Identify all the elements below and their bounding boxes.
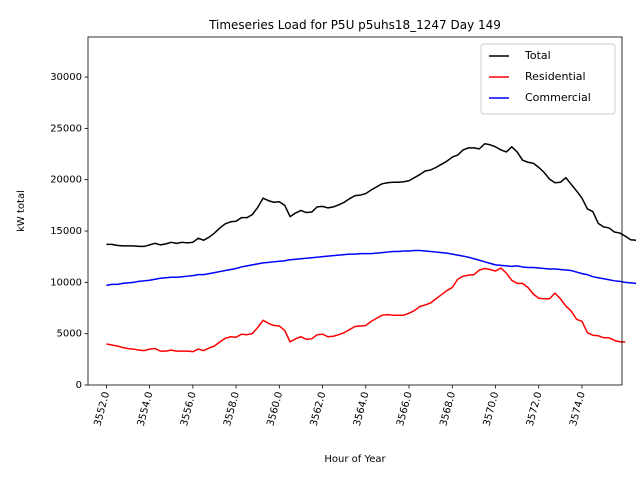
y-tick-label: 5000 [57, 329, 82, 340]
legend-box [480, 43, 616, 115]
series-line-residential [106, 267, 626, 353]
axes-frame [87, 36, 623, 386]
series-line-total [106, 143, 637, 248]
y-tick-label: 10000 [50, 277, 82, 288]
series-line-commercial [106, 249, 637, 287]
y-tick-label: 15000 [50, 226, 82, 237]
y-axis-label: kW total [16, 190, 27, 232]
y-tick-label: 30000 [50, 72, 82, 83]
legend-label-total: Total [524, 49, 551, 62]
legend-label-commercial: Commercial [525, 91, 591, 104]
legend-label-residential: Residential [525, 70, 586, 83]
chart-title: Timeseries Load for P5U p5uhs18_1247 Day… [208, 18, 501, 32]
x-axis-label: Hour of Year [324, 454, 386, 465]
y-tick-label: 0 [76, 380, 82, 391]
legend: Total Residential Commercial [480, 43, 616, 115]
y-tick-label: 25000 [50, 123, 82, 134]
y-tick-label: 20000 [50, 175, 82, 186]
